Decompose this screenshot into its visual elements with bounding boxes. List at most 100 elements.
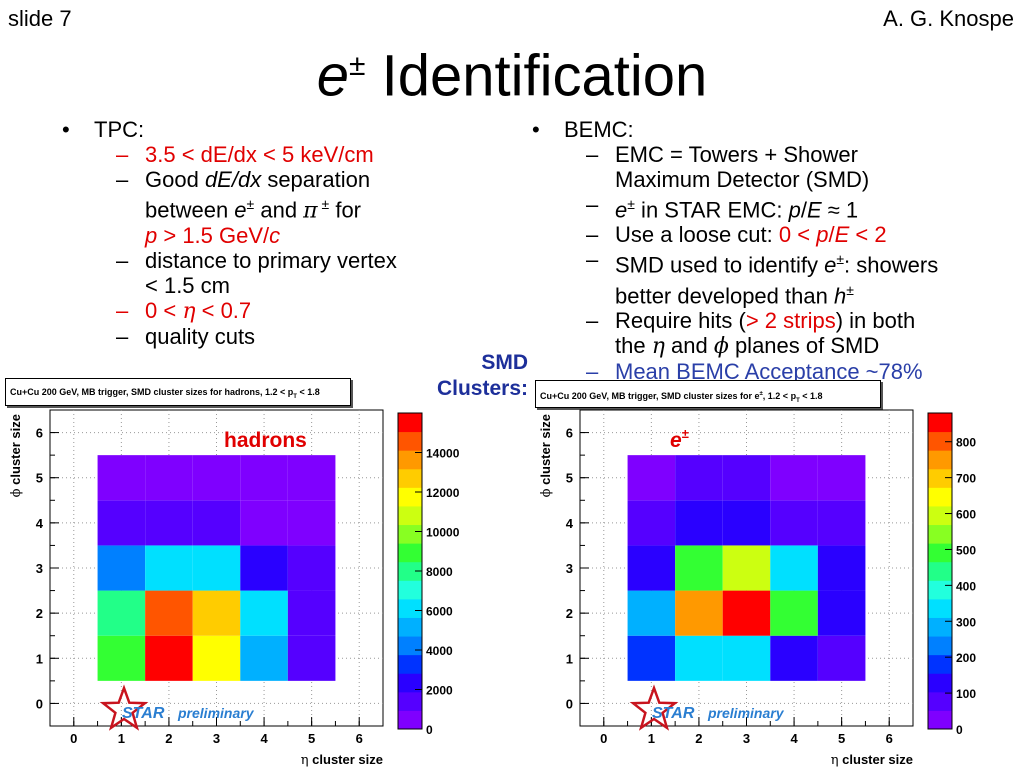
plot2-title-end: < 1.8 [799, 391, 823, 401]
x-tick-label: 3 [743, 731, 750, 746]
colorbar-tick-label: 300 [956, 615, 976, 629]
sep-p: p [145, 223, 158, 249]
heatmap-cell [192, 590, 241, 636]
pe-pm: ± [627, 196, 635, 212]
star-logo-icon [629, 684, 679, 731]
y-tick-label: 4 [36, 516, 44, 531]
heatmap-cell [627, 635, 676, 681]
smd-l1a: SMD used to identify [615, 252, 825, 278]
colorbar-tick-label: 200 [956, 651, 976, 665]
colorbar-segment [928, 487, 952, 507]
smd-l2a: better developed than [615, 282, 834, 308]
y-tick-label: 5 [36, 471, 43, 486]
sep-l1: Good [145, 167, 205, 192]
cut-slash: / [828, 222, 835, 248]
heatmap-cell [287, 500, 336, 546]
heatmap-cell [287, 635, 336, 681]
colorbar-segment [398, 617, 422, 637]
heatmap-cell [817, 455, 866, 501]
colorbar-segment [398, 505, 422, 526]
x-tick-label: 6 [356, 731, 363, 746]
tpc-heading: TPC: [56, 117, 476, 142]
heatmap-cell [722, 590, 771, 636]
heatmap-cell [627, 545, 676, 591]
slide-number: slide 7 [8, 6, 72, 31]
colorbar-tick-label: 800 [956, 436, 976, 450]
plot2-title-text: Cu+Cu 200 GeV, MB trigger, SMD cluster s… [540, 391, 760, 401]
plot2-title-sup: ± [759, 391, 763, 397]
y-tick-label: 0 [566, 696, 573, 711]
heatmap-cell [240, 500, 288, 546]
colorbar-segment [398, 543, 422, 563]
sep-l1b: separation [261, 167, 371, 192]
colorbar-segment [398, 710, 422, 730]
heatmap-cell [770, 500, 818, 546]
pe-p: p [788, 197, 801, 223]
pe-slash: / [800, 197, 807, 223]
cut-a: Use a loose cut: [615, 222, 779, 248]
x-tick-label: 5 [308, 731, 315, 746]
tpc-item-quality: – quality cuts [116, 324, 256, 350]
heatmap-cell [145, 590, 193, 636]
smd-e: e [824, 252, 837, 278]
x-tick-label: 0 [70, 731, 77, 746]
tpc-item-vertex: – distance to primary vertex < 1.5 cm [116, 248, 397, 299]
colorbar-tick-label: 400 [956, 579, 976, 593]
heatmap-cell [627, 455, 676, 501]
y-axis-label-symbol: ϕ [9, 488, 24, 497]
colorbar-segment [928, 691, 952, 711]
bemc-item-emc: – EMC = Towers + Shower Maximum Detector (… [586, 142, 870, 192]
heatmap-cell [770, 455, 818, 501]
vtx-l1: distance to primary vertex [145, 248, 397, 274]
heatmap-cell [817, 500, 866, 546]
colorbar-segment [398, 561, 422, 581]
colorbar-tick-label: 6000 [426, 605, 453, 619]
sep-e: e [234, 197, 247, 223]
star-preliminary-text: preliminary [177, 705, 255, 721]
heatmap-cell [97, 590, 146, 636]
hits-l1b: ) in both [835, 307, 916, 333]
hits-phi: ϕ [713, 333, 729, 359]
y-axis-label-symbol: ϕ [539, 488, 554, 497]
title-rest: Identification [365, 43, 708, 109]
heatmap-cell [627, 590, 676, 636]
colorbar-tick-label: 14000 [426, 447, 460, 461]
x-tick-label: 2 [695, 731, 702, 746]
cut-E: E [834, 222, 850, 248]
colorbar-segment [398, 636, 422, 656]
star-logo-text: STAR [652, 705, 695, 722]
heatmap-cell [287, 545, 336, 591]
heatmap-cell [192, 635, 241, 681]
y-tick-label: 2 [36, 606, 43, 621]
heatmap-cell [675, 500, 723, 546]
tpc-item-dedx-text: 3.5 < dE/dx < 5 keV/cm [145, 142, 374, 167]
heatmap-cell [722, 545, 771, 591]
x-axis-label: η cluster size [831, 752, 913, 768]
eta-b: < 0.7 [195, 298, 252, 324]
heatmap-cell [240, 455, 288, 501]
bemc-heading: BEMC: [526, 117, 1018, 142]
smd-clusters-label: SMD Clusters: [410, 350, 528, 402]
bemc-item-hits: – Require hits (> 2 strips) in both the η … [586, 307, 916, 359]
bemc-list: – EMC = Towers + Shower Maximum Detector (… [526, 142, 1018, 384]
colorbar-segment [928, 710, 952, 730]
colorbar-tick-label: 8000 [426, 565, 453, 579]
slide-title: e± Identification [0, 34, 1024, 108]
heatmap-cell [675, 635, 723, 681]
cut-red-b: < 2 [849, 222, 887, 248]
smd-h: h [833, 282, 847, 308]
tpc-item-dedx: –3.5 < dE/dx < 5 keV/cm [116, 142, 374, 167]
plot1-title: Cu+Cu 200 GeV, MB trigger, SMD cluster s… [5, 378, 351, 406]
colorbar-segment [398, 524, 422, 544]
colorbar-tick-label: 0 [956, 723, 963, 737]
pe-E: E [806, 197, 822, 223]
smd-pm: ± [836, 251, 845, 268]
colorbar-tick-label: 0 [426, 723, 433, 737]
smd-pm2: ± [846, 281, 854, 298]
colorbar-segment [928, 450, 952, 470]
x-tick-label: 0 [600, 731, 607, 746]
sep-p-val: > 1.5 GeV/ [157, 223, 270, 249]
heatmap-cell [192, 455, 241, 501]
plot2-title: Cu+Cu 200 GeV, MB trigger, SMD cluster s… [535, 380, 881, 408]
